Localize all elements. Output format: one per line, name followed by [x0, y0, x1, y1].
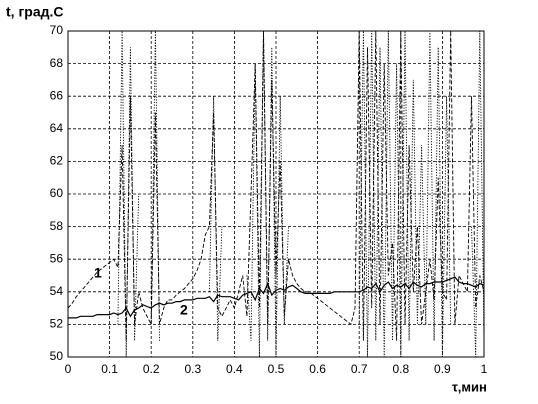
y-tick-label: 70 — [50, 23, 64, 37]
y-tick-label: 60 — [50, 186, 64, 200]
annotation: 2 — [180, 302, 188, 318]
annotation: 1 — [94, 265, 102, 281]
x-tick-label: 0.8 — [392, 362, 409, 376]
x-tick-label: 0 — [65, 362, 72, 376]
y-tick-label: 66 — [50, 88, 64, 102]
y-tick-label: 58 — [50, 219, 64, 233]
x-tick-label: 0.7 — [351, 362, 368, 376]
x-tick-label: 0.2 — [143, 362, 160, 376]
x-tick-label: 0.5 — [268, 362, 285, 376]
y-tick-label: 52 — [50, 317, 64, 331]
x-tick-label: 1 — [481, 362, 488, 376]
y-tick-label: 62 — [50, 154, 64, 168]
x-tick-label: 0.3 — [184, 362, 201, 376]
chart-title: t, град.С — [6, 4, 64, 20]
x-tick-label: 0.1 — [101, 362, 118, 376]
line-series — [68, 276, 485, 319]
y-tick-label: 50 — [50, 349, 64, 363]
y-tick-label: 56 — [50, 251, 64, 265]
line-series — [67, 30, 485, 341]
x-tick-label: 0.6 — [309, 362, 326, 376]
x-tick-label: 0.9 — [434, 362, 451, 376]
y-tick-label: 54 — [50, 284, 64, 298]
y-tick-label: 64 — [50, 121, 64, 135]
x-tick-label: 0.4 — [226, 362, 243, 376]
y-tick-label: 68 — [50, 56, 64, 70]
x-axis-label: τ,мин — [452, 379, 487, 394]
